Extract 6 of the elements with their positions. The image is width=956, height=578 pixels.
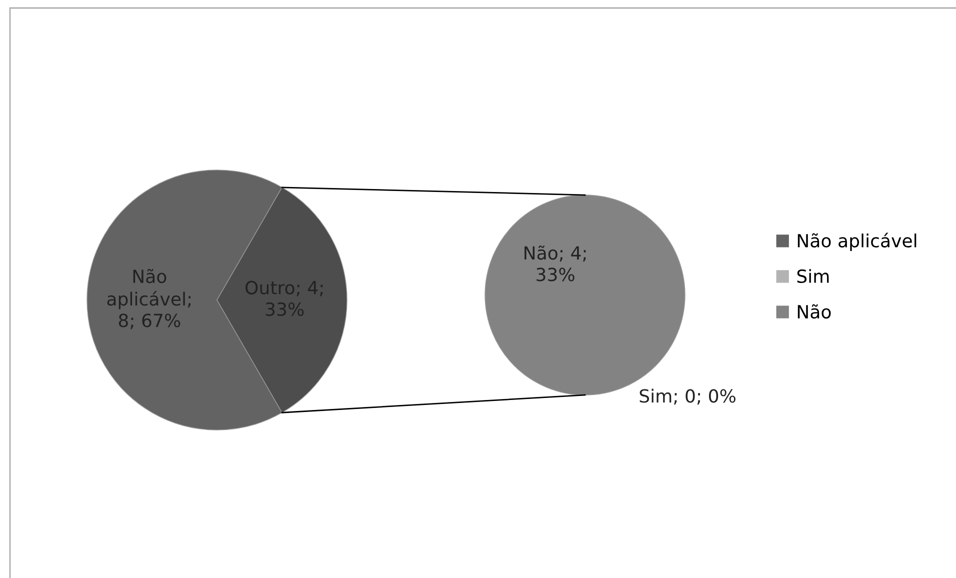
legend-label: Não bbox=[798, 304, 831, 319]
data-label: Não aplicável; 8; 67% bbox=[107, 268, 191, 330]
data-label: Não; 4; 33% bbox=[524, 245, 586, 282]
legend-label: Sim bbox=[797, 269, 829, 284]
legend-label: Não aplicável bbox=[798, 232, 916, 252]
text: Sim; 0; 0% bbox=[640, 388, 736, 405]
